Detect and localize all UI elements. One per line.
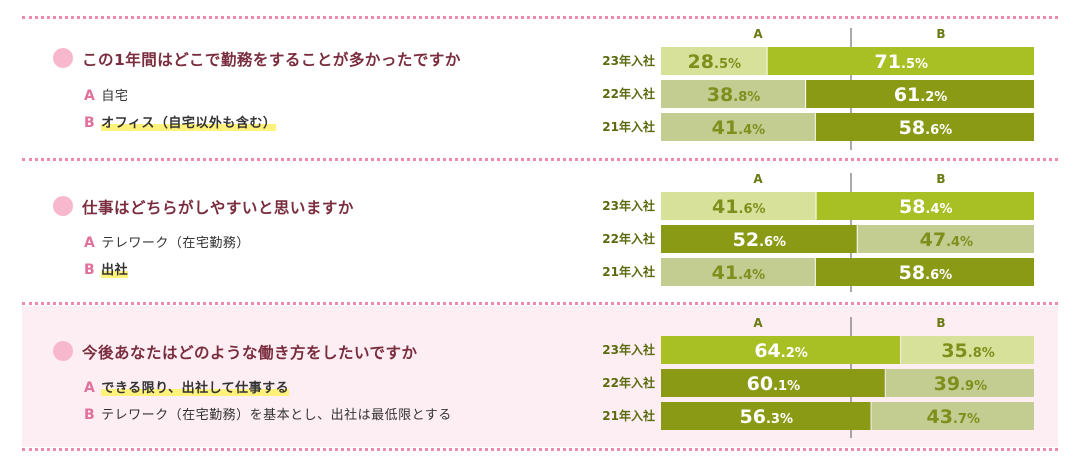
option-key: B [84,407,96,423]
section-divider [22,158,1058,161]
bar-segment-a [661,192,816,220]
data-label: 41.6% [712,196,765,218]
row-label: 23年入社 [602,198,655,213]
row-label: 23年入社 [602,342,655,357]
data-label: 39.9% [934,373,987,395]
column-header-b: B [936,172,945,186]
row-label: 22年入社 [602,231,655,246]
column-header-a: A [753,172,763,186]
data-label: 38.8% [707,84,760,106]
question-3-option-b: B テレワーク（在宅勤務）を基本とし、出社は最低限とする [84,404,452,423]
option-key: A [84,235,96,251]
data-label: 58.6% [899,262,952,284]
column-header-b: B [936,27,945,41]
row-label: 21年入社 [602,119,655,134]
row-label: 22年入社 [602,86,655,101]
question-2-option-b: B 出社 [84,259,129,278]
option-key: A [84,380,96,396]
question-3-title: 今後あなたはどのような働き方をしたいですか [82,344,418,362]
question-1-option-a: A 自宅 [84,85,128,104]
bar-segment-a [661,47,767,75]
column-header-a: A [753,316,763,330]
data-label: 43.7% [927,406,980,428]
column-header-a: A [753,27,763,41]
data-label: 41.4% [712,262,765,284]
row-label: 23年入社 [602,53,655,68]
bar-segment-b [885,369,1034,397]
bar-segment-a [661,258,815,286]
bar-segment-b [871,402,1034,430]
question-3-bullet [53,341,73,361]
section-divider [22,302,1058,305]
question-1-bullet [53,48,73,68]
data-label: 56.3% [740,406,793,428]
bar-segment-b [816,192,1034,220]
data-label: 47.4% [920,229,973,251]
bar-segment-b [857,225,1034,253]
bar-segment-b [767,47,1034,75]
bar-segment-a [661,113,815,141]
data-label: 58.6% [899,117,952,139]
option-key: B [84,262,96,278]
data-label: 28.5% [688,51,741,73]
row-label: 21年入社 [602,408,655,423]
option-label-highlighted: オフィス（自宅以外も含む） [101,116,277,131]
option-key: B [84,115,96,131]
data-label: 64.2% [754,340,807,362]
question-1-option-b: B オフィス（自宅以外も含む） [84,112,277,131]
question-2-option-a: A テレワーク（在宅勤務） [84,232,250,251]
option-label-highlighted: 出社 [101,263,129,278]
option-label: 自宅 [101,89,129,104]
bar-segment-b [815,113,1034,141]
bar-segment-b [901,336,1034,364]
row-label: 21年入社 [602,264,655,279]
data-label: 60.1% [747,373,800,395]
data-label: 58.4% [899,196,952,218]
column-header-b: B [936,316,945,330]
question-2-bullet [53,196,73,216]
data-label: 35.8% [941,340,994,362]
option-label-highlighted: できる限り、出社して仕事する [101,381,290,396]
question-1-title: この1年間はどこで勤務をすることが多かったですか [82,51,461,69]
question-3-option-a: A できる限り、出社して仕事する [84,377,290,396]
data-label: 61.2% [894,84,947,106]
data-label: 52.6% [733,229,786,251]
data-label: 71.5% [875,51,928,73]
question-2-title: 仕事はどちらがしやすいと思いますか [82,199,354,217]
bar-segment-a [661,369,885,397]
bar-segment-a [661,336,901,364]
data-label: 41.4% [712,117,765,139]
option-label: テレワーク（在宅勤務）を基本とし、出社は最低限とする [101,408,452,423]
bar-segment-b [806,80,1034,108]
row-label: 22年入社 [602,375,655,390]
section-divider [22,16,1058,19]
bar-segment-b [815,258,1034,286]
section-divider [22,448,1058,451]
bar-segment-a [661,225,857,253]
option-key: A [84,88,96,104]
option-label: テレワーク（在宅勤務） [101,236,250,251]
bar-segment-a [661,80,806,108]
bar-segment-a [661,402,871,430]
